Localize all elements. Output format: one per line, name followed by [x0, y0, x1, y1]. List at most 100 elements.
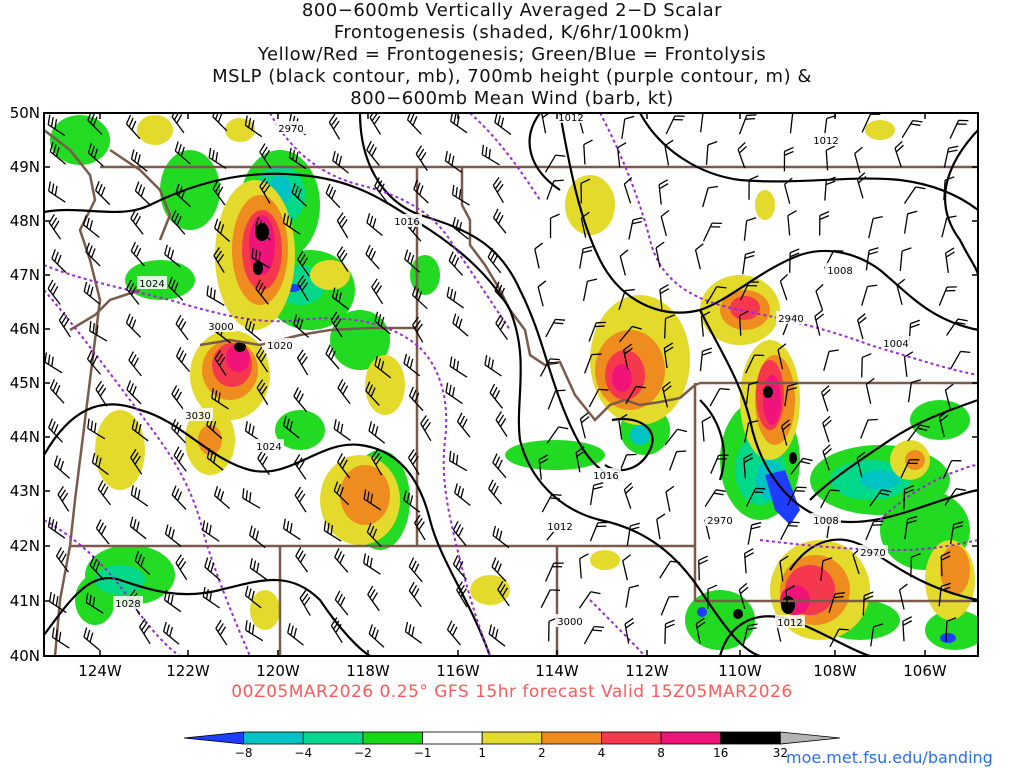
wind-barb	[588, 388, 609, 408]
wind-barb	[865, 377, 875, 404]
wind-barb	[865, 520, 884, 541]
wind-barb	[215, 619, 228, 646]
wind-barb	[702, 185, 719, 208]
axis-ticks: 50N 49N 48N 47N 46N 45N 44N 43N 42N 41N 40N 124W 122…	[10, 104, 978, 680]
wind-barb	[824, 176, 836, 201]
wind-barb	[363, 489, 382, 511]
wind-barb	[44, 352, 63, 374]
wind-barb	[204, 557, 221, 581]
wind-barb	[95, 181, 111, 206]
wind-barb	[366, 522, 382, 548]
wind-barb	[452, 313, 469, 337]
height-contour-label: 3000	[208, 322, 233, 333]
wind-barb	[445, 382, 463, 405]
wind-barb	[162, 621, 180, 645]
wind-barb	[910, 552, 921, 578]
wind-barb	[451, 184, 470, 206]
wind-barb	[745, 381, 759, 405]
wind-barbs	[44, 113, 971, 651]
wind-barb	[282, 518, 301, 541]
colorbar-swatch	[422, 731, 483, 745]
wind-barb	[659, 284, 670, 310]
wind-barb	[546, 426, 569, 444]
wind-barb	[171, 418, 186, 444]
wind-barb	[95, 380, 108, 407]
wind-barb	[575, 446, 586, 473]
wind-barb	[336, 212, 349, 239]
wind-barb	[623, 343, 633, 370]
title-line-2: Frontogenesis (shaded, K/6hr/100km)	[333, 22, 691, 43]
wind-barb	[446, 620, 461, 646]
wind-barb	[48, 591, 67, 614]
wind-barb	[171, 113, 185, 134]
wind-barb	[295, 547, 309, 573]
wind-barb	[619, 249, 629, 276]
wind-barb	[404, 621, 423, 644]
wind-barb	[664, 619, 675, 644]
wind-barb	[938, 582, 951, 607]
colorbar-label: 4	[598, 746, 606, 760]
wind-barb	[83, 215, 100, 238]
mslp-contour-label: 1004	[883, 339, 908, 350]
wind-barb	[904, 515, 918, 540]
wind-barb	[709, 387, 730, 407]
wind-barb	[790, 457, 813, 475]
wind-barb	[944, 488, 966, 506]
wind-barb	[907, 379, 922, 403]
wind-barb	[903, 210, 918, 234]
wind-barb	[367, 585, 380, 612]
wind-barb	[663, 314, 675, 339]
wind-barb	[254, 216, 271, 241]
wind-barb	[126, 380, 142, 405]
wind-barb	[292, 314, 309, 338]
wind-barb	[366, 213, 383, 237]
wind-barb	[456, 412, 471, 438]
wind-barb	[579, 412, 590, 439]
wind-barb	[748, 175, 759, 200]
wind-barb	[665, 485, 675, 512]
wind-barb	[58, 311, 71, 338]
wind-barb	[293, 387, 308, 413]
wind-barb	[363, 553, 381, 575]
wind-barb	[860, 418, 878, 439]
mslp-contour-label: 1012	[547, 522, 572, 533]
colorbar-label: 1	[478, 746, 486, 760]
wind-barb	[212, 113, 228, 132]
wind-barb	[861, 353, 872, 378]
height-contour-label: 2970	[278, 124, 303, 135]
wind-barb	[694, 243, 704, 270]
wind-barb	[787, 210, 797, 236]
source-url[interactable]: moe.met.fsu.edu/banding	[786, 748, 993, 767]
wind-barb	[171, 210, 186, 235]
wind-barb	[408, 557, 423, 583]
lat-tick-label: 46N	[10, 320, 40, 338]
wind-barb	[175, 554, 188, 581]
wind-barb	[403, 490, 421, 513]
title-line-5: 800−600mb Mean Wind (barb, kt)	[350, 88, 674, 109]
wind-barb	[815, 283, 824, 311]
wind-barb	[49, 379, 65, 404]
wind-barb	[660, 595, 679, 616]
wind-barb	[48, 418, 63, 443]
wind-barb	[857, 313, 867, 340]
wind-barb	[131, 419, 149, 442]
wind-barb	[695, 617, 706, 644]
wind-barb	[259, 177, 271, 204]
wind-barb	[249, 558, 268, 580]
wind-barb	[452, 521, 467, 547]
wind-barb	[374, 311, 391, 335]
wind-barb	[171, 385, 185, 411]
wind-barb	[541, 493, 562, 513]
wind-barb	[740, 281, 759, 301]
wind-barb	[623, 177, 633, 204]
wind-barb	[414, 514, 426, 541]
wind-barb	[47, 114, 66, 137]
wind-barb	[616, 142, 627, 168]
wind-barb	[171, 485, 187, 510]
wind-barb	[949, 119, 969, 139]
wind-barb	[870, 623, 884, 647]
wind-barb	[665, 115, 685, 135]
wind-barb	[48, 214, 62, 240]
wind-barb	[334, 590, 349, 616]
wind-barb	[699, 113, 713, 133]
